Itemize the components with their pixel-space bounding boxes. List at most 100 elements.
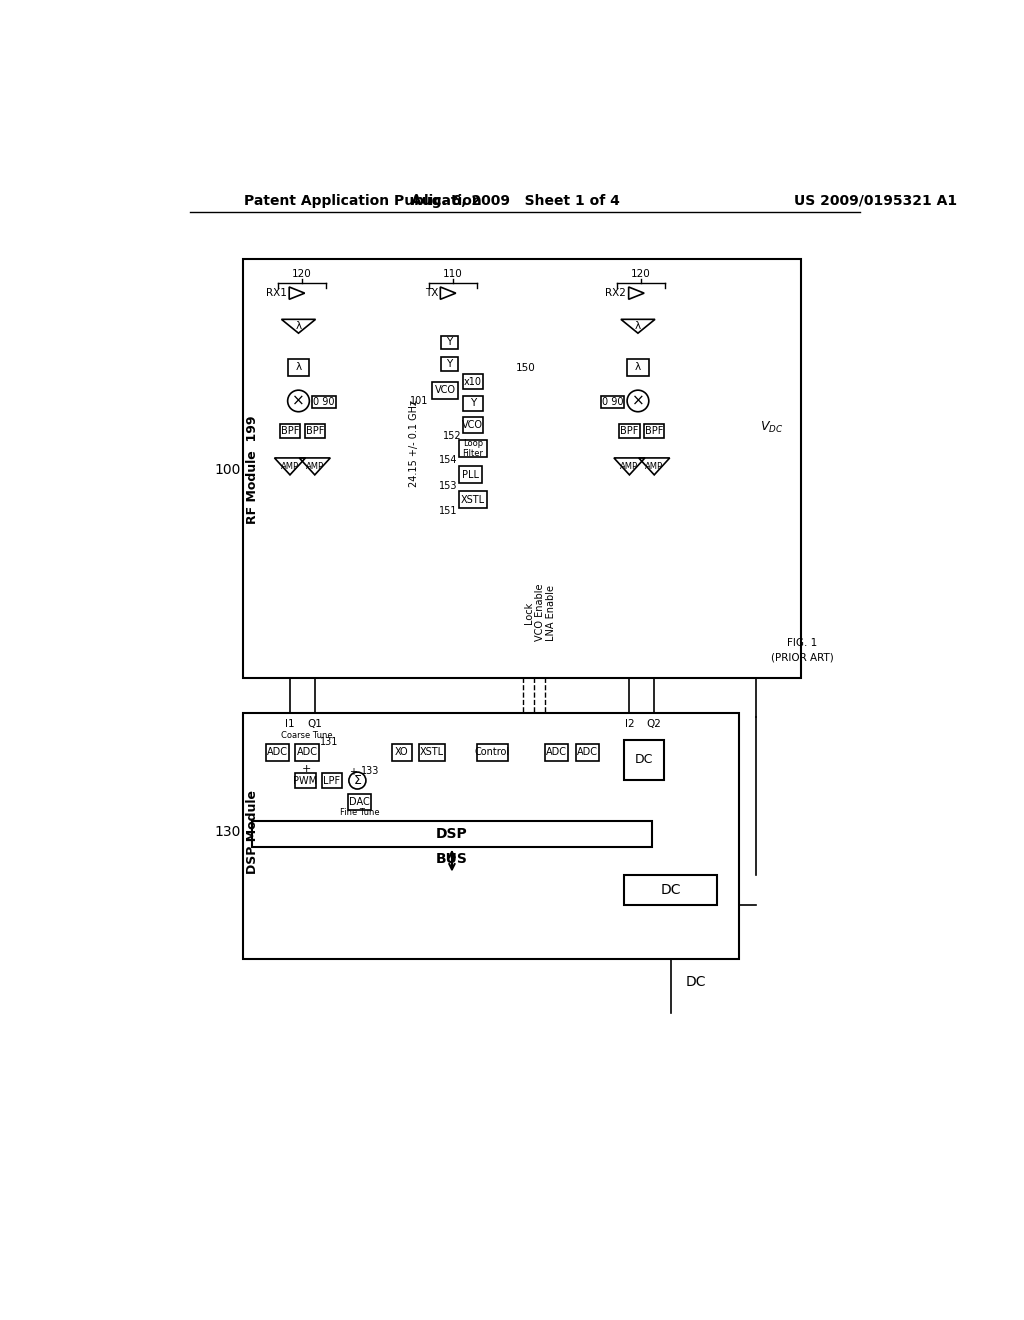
Bar [627, 359, 649, 376]
Text: Loop
Filter: Loop Filter [463, 440, 483, 458]
Text: Q2: Q2 [647, 719, 662, 729]
Text: 24.15 +/- 0.1 GHz: 24.15 +/- 0.1 GHz [409, 400, 419, 487]
Text: λ: λ [635, 362, 641, 372]
Text: ADC: ADC [267, 747, 288, 758]
Bar [252, 821, 652, 847]
Text: ADC: ADC [546, 747, 567, 758]
Bar [421, 364, 514, 527]
Text: Control: Control [475, 747, 510, 758]
Text: RX1: RX1 [266, 288, 287, 298]
Text: 153: 153 [439, 482, 458, 491]
Text: 150: 150 [515, 363, 536, 372]
Text: Aug. 6, 2009   Sheet 1 of 4: Aug. 6, 2009 Sheet 1 of 4 [411, 194, 620, 207]
Text: DSP: DSP [436, 826, 468, 841]
Text: λ: λ [635, 321, 641, 331]
Text: 133: 133 [360, 767, 379, 776]
Text: ×: × [292, 393, 305, 408]
Text: +: + [349, 767, 357, 777]
Bar [305, 424, 325, 438]
Text: 130: 130 [214, 825, 241, 840]
Text: DC: DC [686, 975, 707, 989]
Text: DC: DC [660, 883, 681, 896]
Text: VCO Enable: VCO Enable [535, 583, 545, 642]
Text: I2: I2 [625, 719, 634, 729]
Bar [601, 396, 624, 408]
Bar [243, 713, 738, 960]
Text: DC: DC [635, 754, 653, 767]
Text: Y: Y [446, 359, 453, 370]
Bar [624, 739, 665, 780]
Bar [463, 396, 483, 411]
Text: LPF: LPF [324, 776, 340, 785]
Text: Σ: Σ [353, 774, 361, 787]
Bar [477, 743, 508, 760]
Text: (PRIOR ART): (PRIOR ART) [771, 652, 834, 663]
Text: PLL: PLL [462, 470, 479, 480]
Text: DAC: DAC [349, 797, 370, 807]
Bar [459, 441, 486, 457]
Text: 154: 154 [439, 455, 458, 465]
Text: 151: 151 [439, 506, 458, 516]
Bar [575, 743, 599, 760]
Bar [295, 743, 318, 760]
Text: BPF: BPF [281, 426, 299, 436]
Text: 131: 131 [321, 737, 339, 747]
Text: Y: Y [446, 338, 453, 347]
Text: Y: Y [470, 399, 476, 408]
Text: λ: λ [296, 362, 301, 372]
Text: FIG. 1: FIG. 1 [787, 639, 817, 648]
Text: 0 90: 0 90 [313, 397, 335, 407]
Bar [266, 743, 289, 760]
Bar [463, 374, 483, 389]
Bar [620, 424, 640, 438]
Bar [459, 466, 482, 483]
Bar [312, 396, 336, 408]
Text: AMP: AMP [645, 462, 664, 471]
Bar [322, 774, 342, 788]
Bar [419, 743, 445, 760]
Text: 152: 152 [442, 430, 461, 441]
Text: Lock: Lock [524, 602, 535, 624]
Text: 0 90: 0 90 [602, 397, 624, 407]
Text: BPF: BPF [645, 426, 664, 436]
Text: AMP: AMP [306, 462, 324, 471]
Text: DSP Module: DSP Module [246, 791, 259, 874]
Text: RF Module  199: RF Module 199 [246, 416, 259, 524]
Bar [545, 743, 568, 760]
Bar [441, 335, 458, 350]
Bar [288, 359, 309, 376]
Text: 110: 110 [442, 269, 463, 279]
Bar [441, 358, 458, 371]
Text: 120: 120 [292, 269, 311, 279]
Text: ×: × [632, 393, 644, 408]
Text: XSTL: XSTL [461, 495, 485, 504]
Bar [463, 417, 483, 433]
Text: 101: 101 [411, 396, 429, 407]
Bar [243, 259, 801, 678]
Text: Coarse Tune: Coarse Tune [282, 731, 333, 741]
Bar [644, 424, 665, 438]
Text: VCO: VCO [463, 420, 483, 430]
Text: Patent Application Publication: Patent Application Publication [245, 194, 482, 207]
Text: XSTL: XSTL [420, 747, 443, 758]
Text: US 2009/0195321 A1: US 2009/0195321 A1 [795, 194, 957, 207]
Text: BUS: BUS [436, 853, 468, 866]
Text: Fine Tune: Fine Tune [340, 808, 380, 817]
Text: λ: λ [296, 321, 301, 331]
Bar [391, 743, 412, 760]
Text: x10: x10 [464, 376, 482, 387]
Text: BPF: BPF [305, 426, 324, 436]
Text: ADC: ADC [297, 747, 317, 758]
Text: ADC: ADC [578, 747, 598, 758]
Text: I1: I1 [285, 719, 295, 729]
Text: 100: 100 [214, 463, 241, 478]
Text: RX2: RX2 [605, 288, 627, 298]
Bar [348, 795, 372, 810]
Text: AMP: AMP [621, 462, 639, 471]
Text: 120: 120 [631, 269, 651, 279]
Bar [624, 875, 717, 906]
Text: $\mathit{V}_{DC}$: $\mathit{V}_{DC}$ [760, 420, 783, 436]
Bar [432, 381, 458, 399]
Text: +: + [301, 764, 311, 774]
Bar [295, 774, 315, 788]
